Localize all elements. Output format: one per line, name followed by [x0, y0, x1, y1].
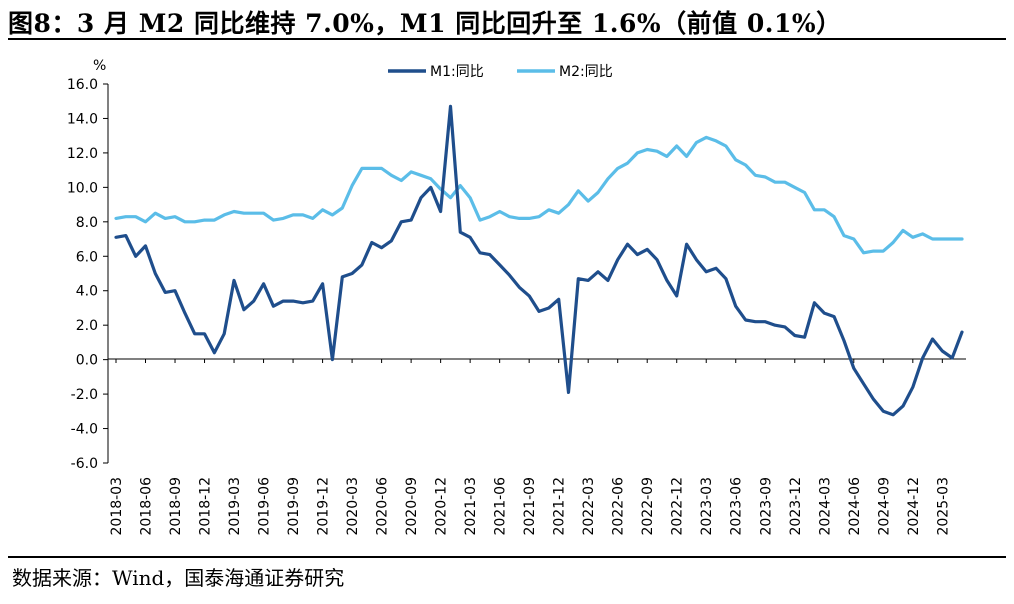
x-tick-label: 2023-09 [758, 477, 774, 536]
legend-label-m2: M2:同比 [559, 64, 613, 80]
x-tick-label: 2024-12 [906, 477, 922, 536]
y-tick-label: 12.0 [67, 146, 98, 162]
x-tick-label: 2021-06 [493, 477, 509, 536]
y-tick-label: 2.0 [76, 318, 98, 334]
x-tick-label: 2023-12 [788, 477, 804, 536]
x-tick-label: 2019-03 [227, 477, 243, 536]
x-tick-label: 2025-03 [935, 477, 951, 536]
x-tick-label: 2022-09 [640, 477, 656, 536]
x-tick-label: 2020-06 [375, 477, 391, 536]
x-tick-label: 2018-03 [109, 477, 125, 536]
x-tick-label: 2021-09 [522, 477, 538, 536]
x-tick-label: 2023-06 [729, 477, 745, 536]
title-rule [8, 38, 1006, 40]
x-tick-label: 2022-03 [581, 477, 597, 536]
y-tick-label: 14.0 [67, 111, 98, 127]
series-line-m2 [114, 135, 964, 255]
x-tick-label: 2024-06 [847, 477, 863, 536]
x-tick-label: 2021-12 [552, 477, 568, 536]
source-note: 数据来源：Wind，国泰海通证券研究 [12, 566, 345, 590]
x-tick-label: 2022-06 [611, 477, 627, 536]
y-tick-label: 0.0 [76, 353, 98, 369]
x-tick-label: 2022-12 [670, 477, 686, 536]
line-chart: 16.0 14.0 12.0 10.0 8.0 6.0 4.0 2.0 0.0 -2.0 -4.0 -… [67, 58, 966, 536]
x-tick-label: 2024-03 [817, 477, 833, 536]
x-tick-label: 2018-12 [198, 477, 214, 536]
x-tick-label: 2020-09 [404, 477, 420, 536]
source-rule [8, 556, 1006, 558]
x-tick-label: 2021-03 [463, 477, 479, 536]
y-tick-label: -4.0 [71, 422, 98, 438]
x-tick-label: 2020-12 [434, 477, 450, 536]
x-tick-label: 2018-09 [168, 477, 184, 536]
legend-label-m1: M1:同比 [430, 64, 484, 80]
x-tick-label: 2019-09 [286, 477, 302, 536]
x-tick-label: 2024-09 [876, 477, 892, 536]
y-tick-label: 16.0 [67, 77, 98, 93]
y-tick-label: 8.0 [76, 215, 98, 231]
x-tick-label: 2019-06 [257, 477, 273, 536]
y-tick-label: 10.0 [67, 180, 98, 196]
x-tick-label: 2023-03 [699, 477, 715, 536]
y-tick-label: 6.0 [76, 249, 98, 265]
y-tick-label: 4.0 [76, 284, 98, 300]
x-tick-label: 2018-06 [139, 477, 155, 536]
series-line-m1 [114, 104, 964, 417]
y-tick-label: -2.0 [71, 387, 98, 403]
x-tick-label: 2019-12 [316, 477, 332, 536]
y-tick-label: -6.0 [71, 456, 98, 472]
y-axis-unit: % [93, 58, 106, 74]
chart-title: 图8：3 月 M2 同比维持 7.0%，M1 同比回升至 1.6%（前值 0.1… [8, 9, 842, 38]
x-tick-label: 2020-03 [345, 477, 361, 536]
